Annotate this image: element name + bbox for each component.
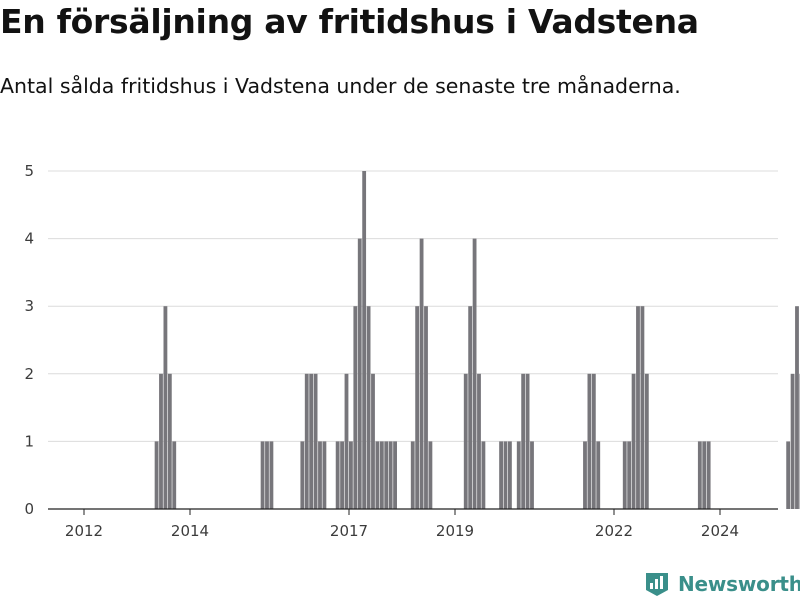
bar <box>163 306 168 509</box>
chart-title: En försäljning av fritidshus i Vadstena <box>0 2 699 41</box>
bar <box>786 441 791 509</box>
bar <box>384 441 389 509</box>
bar <box>468 306 473 509</box>
y-tick-label: 2 <box>24 365 34 383</box>
bar <box>477 373 481 509</box>
bar <box>340 441 344 509</box>
x-tick-label: 2022 <box>595 522 633 540</box>
bar <box>379 441 384 509</box>
bar <box>415 306 420 509</box>
bar <box>516 441 521 509</box>
bar <box>596 441 601 509</box>
brand-logo: Newsworthy <box>644 568 800 600</box>
bar <box>583 441 587 509</box>
bar <box>795 306 799 509</box>
bar <box>481 441 486 509</box>
bar <box>304 373 309 509</box>
bar <box>640 306 645 509</box>
bar <box>344 373 349 509</box>
x-tick-label: 2019 <box>436 522 474 540</box>
bar <box>167 373 172 509</box>
bar <box>154 441 159 509</box>
bar <box>636 306 640 509</box>
bar <box>313 373 318 509</box>
bar <box>410 441 415 509</box>
bar <box>644 373 649 509</box>
x-tick-label: 2014 <box>171 522 209 540</box>
brand-name: Newsworthy <box>678 572 800 596</box>
chart-subtitle: Antal sålda fritidshus i Vadstena under … <box>0 74 681 98</box>
bar <box>706 441 711 509</box>
bar <box>525 373 530 509</box>
bar <box>428 441 433 509</box>
bar <box>463 373 468 509</box>
bar <box>260 441 265 509</box>
bars <box>154 171 800 509</box>
bar <box>521 373 526 509</box>
bar <box>499 441 503 509</box>
bar <box>627 441 632 509</box>
y-tick-label: 3 <box>24 297 34 315</box>
bar <box>172 441 177 509</box>
bar <box>419 238 424 509</box>
bar <box>318 441 322 509</box>
bar <box>322 441 327 509</box>
gridlines <box>48 170 778 442</box>
y-tick-label: 5 <box>24 162 34 180</box>
bar <box>472 238 477 509</box>
bar <box>349 441 353 509</box>
newsworthy-logo-icon <box>646 573 668 596</box>
bar <box>366 306 371 509</box>
bar <box>631 373 636 509</box>
bar <box>309 373 314 509</box>
bar <box>424 306 428 509</box>
bar <box>269 441 274 509</box>
bar <box>265 441 269 509</box>
bar <box>702 441 707 509</box>
bar <box>393 441 397 509</box>
y-tick-label: 1 <box>24 432 34 450</box>
x-tick-label: 2012 <box>65 522 103 540</box>
bar <box>790 373 795 509</box>
bar <box>503 441 508 509</box>
bar <box>622 441 627 509</box>
bar <box>300 441 305 509</box>
bar <box>375 441 380 509</box>
bar <box>587 373 592 509</box>
bar <box>388 441 393 509</box>
y-tick-label: 4 <box>24 230 34 248</box>
bar <box>697 441 702 509</box>
x-tick-label: 2017 <box>330 522 368 540</box>
bar <box>530 441 534 509</box>
y-axis-ticks: 0 1 2 3 4 5 <box>24 162 34 518</box>
bar <box>335 441 340 509</box>
bar <box>357 238 362 509</box>
x-axis-ticks: 2012 2014 2017 2019 2022 2024 <box>65 509 739 540</box>
bar <box>159 373 163 509</box>
bar <box>508 441 512 509</box>
bar <box>371 373 375 509</box>
x-tick-label: 2024 <box>701 522 739 540</box>
y-tick-label: 0 <box>24 500 34 518</box>
bar <box>591 373 596 509</box>
bar <box>362 171 367 509</box>
bar <box>353 306 358 509</box>
